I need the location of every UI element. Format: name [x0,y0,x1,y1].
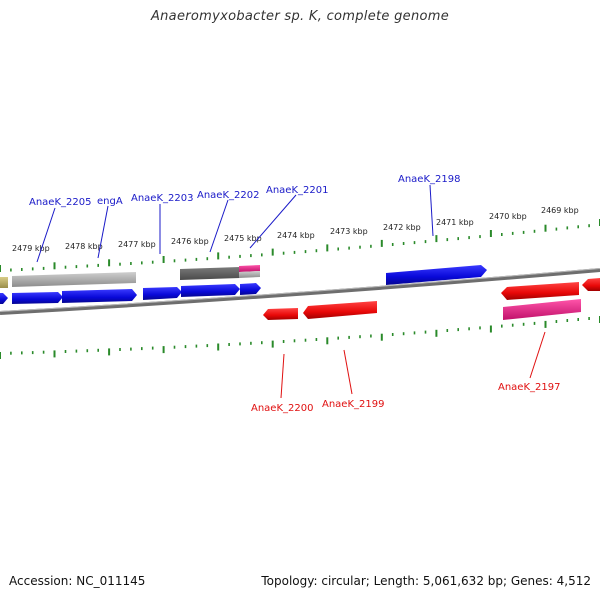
kbp-label: 2470 kbp [489,212,527,221]
kbp-label: 2473 kbp [330,227,368,236]
gene-block[interactable] [239,265,260,272]
kbp-labels: 2479 kbp 2478 kbp 2477 kbp 2476 kbp 2475… [12,206,579,253]
reverse-gene-labels: AnaeK_2200 AnaeK_2199 AnaeK_2197 [251,382,560,414]
gene-arrow[interactable] [12,292,63,304]
gene-block[interactable] [12,272,136,287]
kbp-label: 2479 kbp [12,244,50,253]
gene-label[interactable]: AnaeK_2205 [29,197,91,208]
kbp-label: 2476 kbp [171,237,209,246]
gene-block[interactable] [0,277,8,288]
forward-gene-labels: AnaeK_2205 engA AnaeK_2203 AnaeK_2202 An… [29,174,460,208]
gene-label[interactable]: AnaeK_2199 [322,399,384,410]
gene-label[interactable]: AnaeK_2202 [197,190,259,201]
kbp-label: 2477 kbp [118,240,156,249]
gene-arrow[interactable] [263,308,298,320]
map-title: Anaeromyxobacter sp. K, complete genome [150,9,450,24]
gene-block[interactable] [180,267,240,280]
forward-label-leaders [36,184,434,263]
gene-label[interactable]: AnaeK_2200 [251,403,313,414]
kbp-label: 2475 kbp [224,234,262,243]
gene-arrow[interactable] [181,284,240,297]
gene-arrow[interactable] [0,293,8,304]
gene-label[interactable]: AnaeK_2198 [398,174,460,185]
topology-text: Topology: circular; Length: 5,061,632 bp… [261,574,591,588]
forward-strand-other [0,265,260,288]
tick-row-bottom [0,316,600,359]
gene-arrow[interactable] [303,301,377,319]
kbp-label: 2472 kbp [383,223,421,232]
accession-text: Accession: NC_011145 [9,574,146,588]
gene-arrow[interactable] [501,282,579,300]
gene-arrow[interactable] [62,289,137,303]
kbp-label: 2469 kbp [541,206,579,215]
gene-label[interactable]: engA [97,196,123,207]
gene-arrow[interactable] [386,265,487,285]
gene-arrow[interactable] [240,283,261,295]
forward-strand-genes [0,265,487,304]
reverse-label-leaders [280,331,546,399]
gene-label[interactable]: AnaeK_2201 [266,185,328,196]
reverse-strand-genes [263,278,600,320]
gene-arrow[interactable] [582,278,600,291]
tick-row-top [0,219,600,272]
gene-arrow[interactable] [143,287,182,300]
kbp-label: 2471 kbp [436,218,474,227]
gene-block[interactable] [503,299,581,320]
gene-label[interactable]: AnaeK_2197 [498,382,560,393]
kbp-label: 2478 kbp [65,242,103,251]
gene-block[interactable] [239,271,260,278]
kbp-label: 2474 kbp [277,231,315,240]
genome-backbone [0,268,600,315]
gene-label[interactable]: AnaeK_2203 [131,193,193,204]
